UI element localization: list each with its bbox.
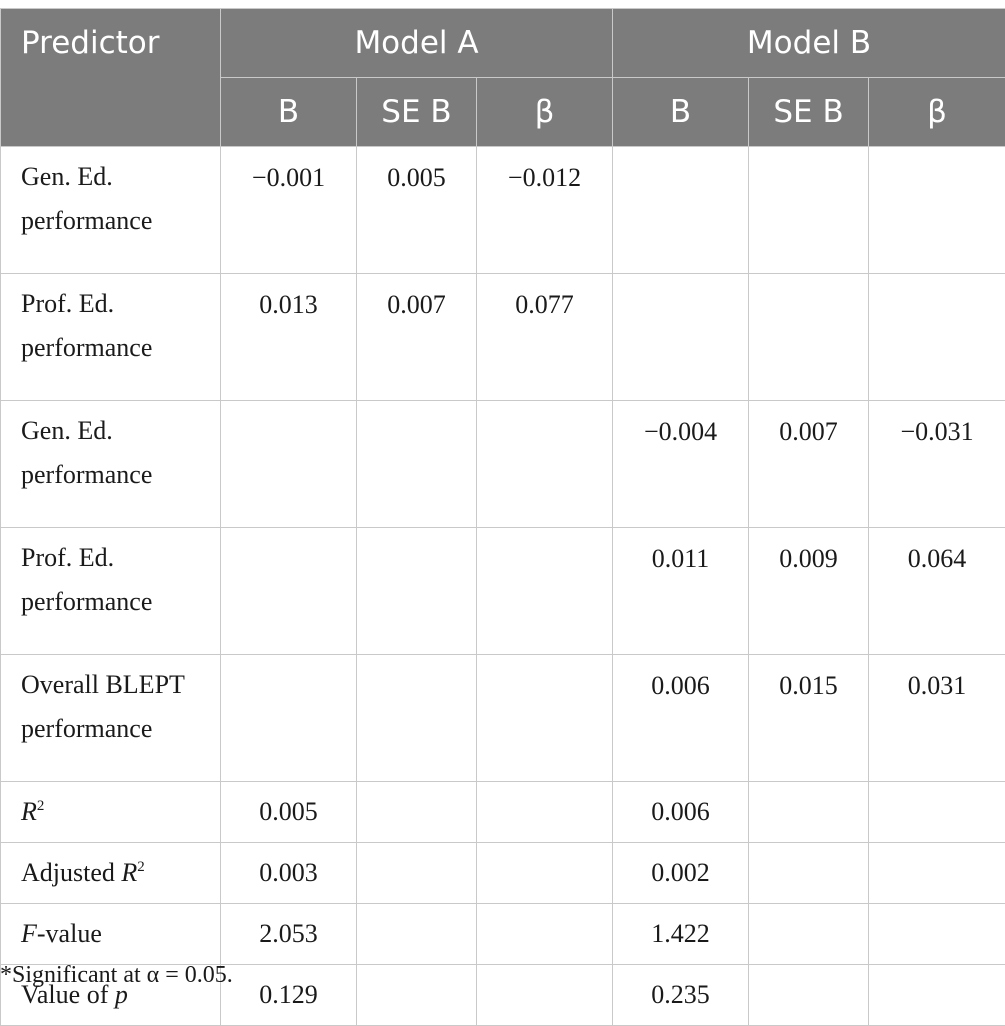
cell-b-se: 0.007 — [749, 401, 869, 528]
cell-a-b — [221, 528, 357, 655]
table-row: Gen. Ed.performance −0.001 0.005 −0.012 — [1, 147, 1005, 274]
cell-b-beta — [869, 147, 1005, 274]
f-model-a: 2.053 — [221, 904, 357, 965]
predictor-label: Gen. Ed.performance — [1, 401, 221, 528]
cell-a-b: −0.001 — [221, 147, 357, 274]
cell-b-se: 0.009 — [749, 528, 869, 655]
col-a-se: SE B — [357, 78, 477, 147]
cell-a-b: 0.013 — [221, 274, 357, 401]
cell-a-beta — [477, 528, 613, 655]
predictor-label: Prof. Ed.performance — [1, 528, 221, 655]
cell-b-se — [749, 147, 869, 274]
f-model-b: 1.422 — [613, 904, 749, 965]
table-row-f: F-value 2.053 1.422 — [1, 904, 1005, 965]
cell-a-b — [221, 655, 357, 782]
predictor-header: Predictor — [1, 9, 221, 147]
cell-a-se: 0.005 — [357, 147, 477, 274]
predictor-label: Prof. Ed.performance — [1, 274, 221, 401]
cell-a-se: 0.007 — [357, 274, 477, 401]
cell-a-b — [221, 401, 357, 528]
table-row-r2: R2 0.005 0.006 — [1, 782, 1005, 843]
col-a-b: B — [221, 78, 357, 147]
model-b-header: Model B — [613, 9, 1005, 78]
predictor-label: Gen. Ed.performance — [1, 147, 221, 274]
r2-label: R2 — [1, 782, 221, 843]
cell-a-beta: 0.077 — [477, 274, 613, 401]
cell-a-se — [357, 655, 477, 782]
cell-a-se — [357, 528, 477, 655]
cell-b-se — [749, 274, 869, 401]
cell-b-b — [613, 147, 749, 274]
table-footnote: *Significant at α = 0.05. — [0, 962, 233, 989]
table-body: Gen. Ed.performance −0.001 0.005 −0.012 … — [1, 147, 1005, 1026]
cell-a-beta — [477, 655, 613, 782]
col-b-b: B — [613, 78, 749, 147]
table-row: Gen. Ed.performance −0.004 0.007 −0.031 — [1, 401, 1005, 528]
col-a-beta: β — [477, 78, 613, 147]
adj-r2-label: Adjusted R2 — [1, 843, 221, 904]
p-model-a: 0.129 — [221, 965, 357, 1026]
table-row: Prof. Ed.performance 0.013 0.007 0.077 — [1, 274, 1005, 401]
r2-model-b: 0.006 — [613, 782, 749, 843]
col-b-se: SE B — [749, 78, 869, 147]
cell-b-beta: 0.064 — [869, 528, 1005, 655]
regression-table: Predictor Model A Model B B SE B β B SE … — [0, 8, 1005, 1026]
p-model-b: 0.235 — [613, 965, 749, 1026]
cell-b-beta: 0.031 — [869, 655, 1005, 782]
cell-a-beta — [477, 401, 613, 528]
table-row: Prof. Ed.performance 0.011 0.009 0.064 — [1, 528, 1005, 655]
cell-b-beta: −0.031 — [869, 401, 1005, 528]
table-row-adj-r2: Adjusted R2 0.003 0.002 — [1, 843, 1005, 904]
cell-b-b: 0.006 — [613, 655, 749, 782]
col-b-beta: β — [869, 78, 1005, 147]
table-header: Predictor Model A Model B B SE B β B SE … — [1, 9, 1005, 147]
cell-b-b: 0.011 — [613, 528, 749, 655]
model-a-header: Model A — [221, 9, 613, 78]
adj-r2-model-a: 0.003 — [221, 843, 357, 904]
cell-b-se: 0.015 — [749, 655, 869, 782]
f-value-label: F-value — [1, 904, 221, 965]
adj-r2-model-b: 0.002 — [613, 843, 749, 904]
cell-b-beta — [869, 274, 1005, 401]
cell-b-b — [613, 274, 749, 401]
cell-a-beta: −0.012 — [477, 147, 613, 274]
cell-b-b: −0.004 — [613, 401, 749, 528]
r2-model-a: 0.005 — [221, 782, 357, 843]
cell-a-se — [357, 401, 477, 528]
